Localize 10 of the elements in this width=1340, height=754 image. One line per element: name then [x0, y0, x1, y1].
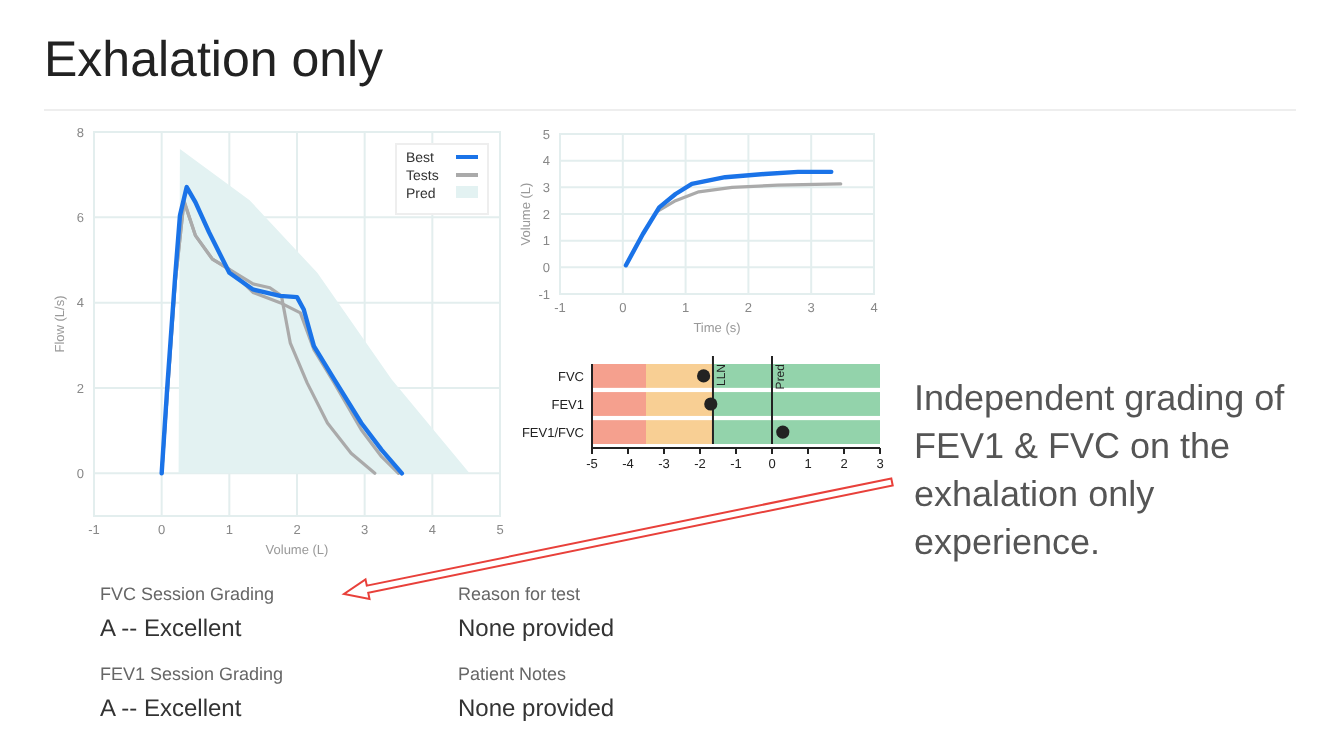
text: A -- Excellent: [100, 694, 243, 722]
text: None provided: [458, 694, 615, 722]
text: FVC Session Grading: [100, 584, 275, 604]
text: Patient Notes: [458, 664, 568, 684]
text: Independent grading of FEV1 & FVC on the exhalation only experience.: [914, 378, 1287, 562]
text: None provided: [458, 614, 615, 642]
text: Exhalation only: [44, 32, 385, 88]
text: Reason for test: [458, 584, 582, 604]
text: FEV1 Session Grading: [100, 664, 284, 684]
text: A -- Excellent: [100, 614, 243, 642]
